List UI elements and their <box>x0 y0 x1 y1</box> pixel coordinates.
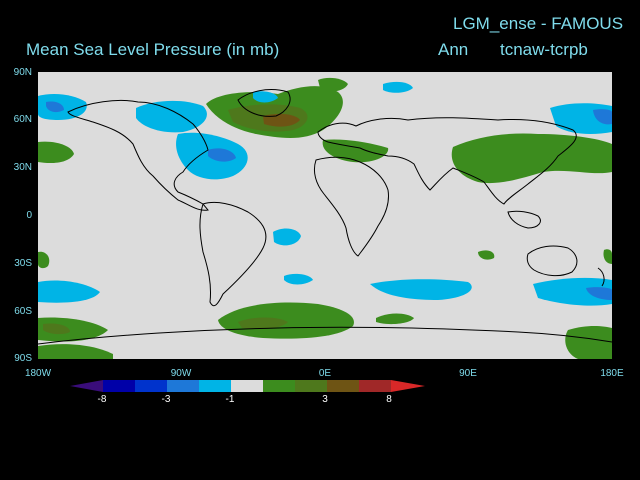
lat-label-60n: 60N <box>13 114 32 125</box>
colorbar-label-minus8: -8 <box>97 394 107 405</box>
colorbar-bin-7 <box>295 380 327 392</box>
colorbar-label-8: 8 <box>386 394 392 405</box>
lat-label-90n: 90N <box>13 67 32 78</box>
colorbar-high-arrow <box>391 380 425 392</box>
negative-anomaly-regions <box>38 81 612 306</box>
colorbar-label-minus1: -1 <box>225 394 235 405</box>
lon-label-0e: 0E <box>318 368 332 379</box>
colorbar-label-3: 3 <box>322 394 328 405</box>
lat-label-60s: 60S <box>14 306 32 317</box>
lon-label-90e: 90E <box>459 368 477 379</box>
lat-label-30n: 30N <box>13 162 32 173</box>
colorbar-bin-3 <box>167 380 199 392</box>
colorbar-low-arrow <box>70 380 103 392</box>
experiment-label: tcnaw-tcrpb <box>500 40 588 59</box>
coastlines <box>38 89 612 345</box>
season-label: Ann <box>438 40 469 59</box>
lat-label-30s: 30S <box>14 258 32 269</box>
lat-label-0: 0 <box>26 210 32 221</box>
lon-label-180e: 180E <box>600 368 624 379</box>
colorbar-bin-9 <box>359 380 391 392</box>
colorbar-label-minus3: -3 <box>161 394 171 405</box>
lon-label-90w: 90W <box>170 368 192 379</box>
strong-positive-regions <box>43 104 308 335</box>
colorbar-bin-2 <box>135 380 167 392</box>
colorbar-bin-4 <box>199 380 231 392</box>
strong-negative-regions <box>46 101 612 300</box>
colorbar-bin-8 <box>327 380 359 392</box>
colorbar <box>70 380 425 392</box>
colorbar-bin-1 <box>103 380 135 392</box>
variable-title: Mean Sea Level Pressure (in mb) <box>26 40 280 59</box>
run-title: LGM_ense - FAMOUS <box>453 14 624 33</box>
lat-label-90s: 90S <box>14 353 32 364</box>
colorbar-bin-5 <box>231 380 263 392</box>
colorbar-bin-6 <box>263 380 295 392</box>
lon-label-180w: 180W <box>24 368 52 379</box>
pressure-map <box>38 72 612 359</box>
